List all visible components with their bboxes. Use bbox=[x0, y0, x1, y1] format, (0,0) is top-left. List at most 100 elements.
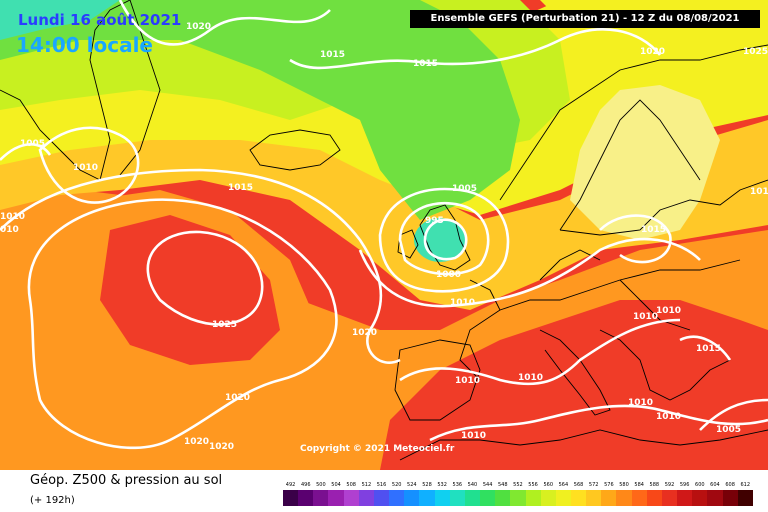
scale-color-swatch bbox=[646, 490, 662, 506]
scale-value-label: 568 bbox=[573, 482, 584, 488]
model-run-banner: Ensemble GEFS (Perturbation 21) - 12 Z d… bbox=[410, 10, 760, 28]
isobar-1005-east bbox=[699, 398, 768, 431]
scale-color-swatch bbox=[313, 490, 329, 506]
isobar-1020-north bbox=[118, 0, 331, 46]
europe-borders bbox=[499, 249, 741, 331]
valid-date-title: Lundi 16 août 2021 bbox=[18, 11, 182, 29]
scale-color-swatch bbox=[283, 490, 299, 506]
isobar-label: 101 bbox=[750, 187, 768, 197]
scale-color-swatch bbox=[722, 490, 738, 506]
isobar-label: 1015 bbox=[641, 225, 666, 235]
isobar-label: 1020 bbox=[184, 437, 209, 447]
isobar-label: 1005 bbox=[20, 139, 45, 149]
isobar-1015-atlantic bbox=[0, 168, 401, 364]
isobar-1010-greenland bbox=[38, 126, 140, 204]
scale-value-label: 592 bbox=[664, 482, 675, 488]
scale-value-label: 596 bbox=[679, 482, 690, 488]
field-light-orange bbox=[0, 120, 768, 310]
sweden-finland-border bbox=[559, 99, 701, 231]
isobar-label: 1010 bbox=[633, 312, 658, 322]
field-green bbox=[0, 0, 520, 220]
isobar-label: 1010 bbox=[461, 431, 486, 441]
isobar-low-1005 bbox=[378, 187, 510, 293]
scale-value-label: 500 bbox=[316, 482, 326, 488]
scale-value-label: 540 bbox=[467, 482, 478, 488]
scale-value-label: 612 bbox=[740, 482, 751, 488]
balkans-coast bbox=[599, 329, 731, 401]
color-scale-labels: 492 496 500 504 508 512 516 520 524 528 532 536 540 5… bbox=[283, 481, 753, 490]
isobar-1010-mediterranean bbox=[399, 318, 681, 386]
isobar-label: 1020 bbox=[186, 22, 211, 32]
scale-value-label: 608 bbox=[725, 482, 735, 488]
legend-title: Géop. Z500 & pression au sol bbox=[30, 473, 223, 488]
norway-coast bbox=[499, 44, 768, 201]
scale-color-swatch bbox=[328, 490, 344, 506]
scale-color-swatch bbox=[677, 490, 693, 506]
isobar-label: 1010 bbox=[656, 306, 681, 316]
scale-color-swatch bbox=[601, 490, 617, 506]
isobar-label: 1010 bbox=[450, 298, 475, 308]
isobar-label: 1005 bbox=[452, 184, 477, 194]
france-coast bbox=[459, 279, 501, 381]
isobar-label: 1010 bbox=[656, 412, 681, 422]
scale-value-label: 544 bbox=[482, 482, 493, 488]
scale-color-swatch bbox=[404, 490, 420, 506]
scale-color-swatch bbox=[555, 490, 571, 506]
scale-value-label: 560 bbox=[543, 482, 553, 488]
scale-color-swatch bbox=[570, 490, 587, 506]
africa-coast bbox=[399, 429, 768, 461]
scale-value-label: 492 bbox=[285, 482, 296, 488]
isobar-1010-south bbox=[429, 404, 768, 442]
scale-color-swatch bbox=[464, 490, 481, 506]
scale-color-swatch bbox=[389, 490, 405, 506]
scale-value-label: 584 bbox=[634, 482, 644, 488]
isobar-label: 1015 bbox=[320, 50, 345, 60]
isobar-1005-greenland bbox=[0, 143, 52, 161]
isobar-label: 1020 bbox=[209, 442, 234, 452]
scale-color-swatch bbox=[631, 490, 647, 506]
scale-value-label: 508 bbox=[346, 482, 356, 488]
scale-value-label: 572 bbox=[588, 482, 599, 488]
scale-color-swatch bbox=[616, 490, 632, 506]
isobar-label: 1005 bbox=[716, 425, 741, 435]
scale-value-label: 520 bbox=[391, 482, 402, 488]
scale-color-swatch bbox=[525, 490, 541, 506]
scale-value-label: 524 bbox=[407, 482, 417, 488]
scale-color-swatch bbox=[661, 490, 678, 506]
scale-value-label: 580 bbox=[619, 482, 629, 488]
scale-value-label: 528 bbox=[422, 482, 432, 488]
scale-value-label: 604 bbox=[710, 482, 720, 488]
iberia-coast bbox=[394, 339, 481, 421]
scale-value-label: 516 bbox=[376, 482, 387, 488]
scale-color-swatch bbox=[737, 490, 753, 506]
isobars bbox=[0, 0, 768, 450]
field-red-azores-core bbox=[100, 215, 280, 365]
scale-value-label: 532 bbox=[437, 482, 447, 488]
scale-color-swatch bbox=[707, 490, 723, 506]
scale-color-swatch bbox=[692, 490, 708, 506]
color-scale: 492 496 500 504 508 512 516 520 524 528 532 536 540 5… bbox=[283, 481, 753, 511]
scale-color-swatch bbox=[343, 490, 359, 506]
scale-value-label: 556 bbox=[528, 482, 538, 488]
scale-color-swatch bbox=[586, 490, 602, 506]
isobar-labels: 1020 1015 1015 1020 1025 1005 1010 1015 … bbox=[0, 22, 768, 452]
scale-value-label: 588 bbox=[649, 482, 660, 488]
scale-value-label: 576 bbox=[604, 482, 614, 488]
scale-color-swatch bbox=[495, 490, 511, 506]
isobar-label: 1020 bbox=[640, 47, 665, 57]
scale-value-label: 504 bbox=[331, 482, 341, 488]
isobar-label: 1010 bbox=[628, 398, 653, 408]
scale-color-swatch bbox=[540, 490, 556, 506]
isobar-1015-east bbox=[679, 335, 732, 361]
ireland-coast bbox=[397, 229, 419, 259]
scale-color-swatch bbox=[373, 490, 390, 506]
isobar-label: 1000 bbox=[436, 270, 461, 280]
isobar-label: 1020 bbox=[225, 393, 250, 403]
field-pale-yellow-scandinavia bbox=[570, 85, 720, 240]
isobar-label: 1020 bbox=[352, 328, 377, 338]
isobar-label: 1015 bbox=[413, 59, 438, 69]
scale-value-label: 552 bbox=[513, 482, 523, 488]
isobar-1020-azores bbox=[27, 198, 338, 450]
isobar-1010-europe bbox=[358, 237, 701, 308]
iceland-coast bbox=[249, 129, 341, 171]
